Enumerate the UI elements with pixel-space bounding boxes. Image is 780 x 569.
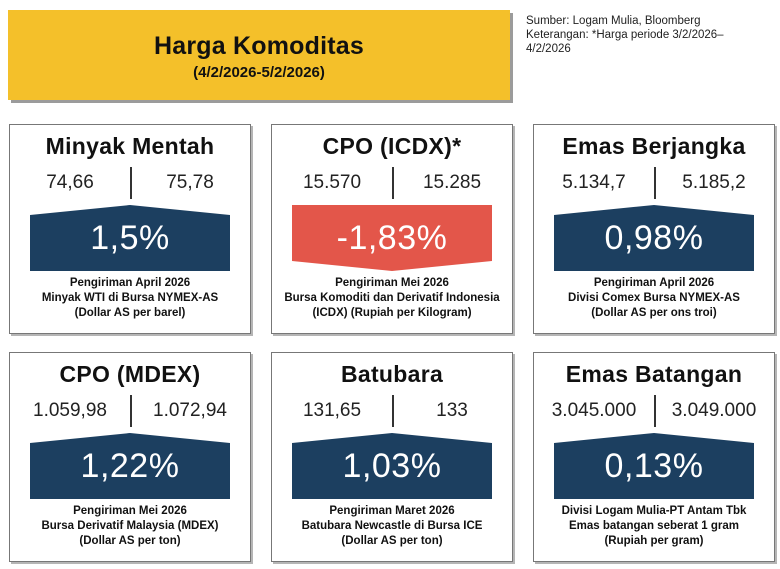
change-arrow-shape — [292, 433, 492, 499]
change-arrow-shape — [30, 205, 230, 271]
source-line: Sumber: Logam Mulia, Bloomberg — [526, 15, 701, 27]
price-divider — [654, 395, 656, 427]
commodity-card-cpo-icdx: CPO (ICDX)* 15.570 15.285 -1,83% Pengiri… — [271, 124, 513, 334]
remark-line: Keterangan: *Harga periode 3/2/2026– — [526, 29, 724, 41]
period-label: (4/2/2026-5/2/2026) — [193, 64, 325, 81]
card-notes: Pengiriman Mei 2026 Bursa Komoditi dan D… — [272, 276, 512, 321]
price-start: 3.045.000 — [551, 400, 637, 421]
card-notes: Divisi Logam Mulia-PT Antam Tbk Emas bat… — [534, 504, 774, 549]
change-badge: 0,13% — [554, 433, 754, 499]
card-title: Emas Berjangka — [562, 133, 746, 159]
note-line-3: (Dollar AS per barel) — [74, 307, 186, 319]
price-divider — [130, 395, 132, 427]
change-percent: 1,22% — [80, 447, 180, 485]
card-title: CPO (MDEX) — [59, 361, 201, 387]
change-percent: 0,98% — [604, 219, 704, 257]
price-divider — [392, 395, 394, 427]
change-badge: 1,22% — [30, 433, 230, 499]
note-line-1: Pengiriman April 2026 — [69, 277, 191, 289]
note-line-2: Batubara Newcastle di Bursa ICE — [301, 520, 483, 532]
change-badge: 1,03% — [292, 433, 492, 499]
price-pair: 15.570 15.285 — [272, 167, 512, 199]
change-arrow-shape — [30, 433, 230, 499]
price-end: 133 — [436, 400, 468, 421]
change-badge: -1,83% — [292, 205, 492, 271]
commodity-card-emas-berjangka: Emas Berjangka 5.134,7 5.185,2 0,98% Pen… — [533, 124, 775, 334]
page-title: Harga Komoditas — [154, 32, 364, 60]
note-line-2: Minyak WTI di Bursa NYMEX-AS — [41, 292, 219, 304]
card-title: Batubara — [340, 361, 444, 387]
card-notes: Pengiriman April 2026 Divisi Comex Bursa… — [534, 276, 774, 321]
note-line-3: (ICDX) (Rupiah per Kilogram) — [312, 307, 472, 319]
note-line-3: (Dollar AS per ton) — [341, 535, 443, 547]
note-line-1: Pengiriman Maret 2026 — [329, 505, 455, 517]
note-line-2: Divisi Comex Bursa NYMEX-AS — [568, 292, 740, 304]
price-pair: 3.045.000 3.049.000 — [534, 395, 774, 427]
price-start: 1.059,98 — [33, 400, 107, 421]
change-arrow-shape — [554, 433, 754, 499]
note-line-2: Bursa Derivatif Malaysia (MDEX) — [41, 520, 219, 532]
change-badge: 1,5% — [30, 205, 230, 271]
change-percent: 1,5% — [90, 219, 170, 257]
commodity-card-batubara: Batubara 131,65 133 1,03% Pengiriman Mar… — [271, 352, 513, 562]
source-note: Sumber: Logam Mulia, Bloomberg Keteranga… — [526, 14, 776, 56]
card-notes: Pengiriman Maret 2026 Batubara Newcastle… — [272, 504, 512, 549]
change-arrow-shape — [554, 205, 754, 271]
card-notes: Pengiriman April 2026 Minyak WTI di Burs… — [10, 276, 250, 321]
commodity-card-minyak-mentah: Minyak Mentah 74,66 75,78 1,5% Pengirima… — [9, 124, 251, 334]
price-end: 75,78 — [166, 172, 214, 193]
price-pair: 1.059,98 1.072,94 — [10, 395, 250, 427]
price-start: 74,66 — [46, 172, 94, 193]
price-divider — [392, 167, 394, 199]
card-notes: Pengiriman Mei 2026 Bursa Derivatif Mala… — [10, 504, 250, 549]
price-divider — [130, 167, 132, 199]
note-line-1: Pengiriman April 2026 — [593, 277, 715, 289]
price-start: 131,65 — [302, 400, 362, 421]
note-line-3: (Dollar AS per ons troi) — [591, 307, 717, 319]
commodity-card-cpo-mdex: CPO (MDEX) 1.059,98 1.072,94 1,22% Pengi… — [9, 352, 251, 562]
price-divider — [654, 167, 656, 199]
card-title: CPO (ICDX)* — [322, 133, 462, 159]
price-pair: 74,66 75,78 — [10, 167, 250, 199]
price-start: 15.570 — [302, 172, 362, 193]
price-end: 1.072,94 — [153, 400, 227, 421]
change-arrow-shape — [292, 205, 492, 271]
price-end: 15.285 — [422, 172, 482, 193]
note-line-1: Pengiriman Mei 2026 — [335, 277, 449, 289]
note-line-3: (Rupiah per gram) — [604, 535, 704, 547]
change-percent: 1,03% — [342, 447, 442, 485]
note-line-1: Divisi Logam Mulia-PT Antam Tbk — [561, 505, 747, 517]
note-line-1: Pengiriman Mei 2026 — [73, 505, 187, 517]
change-percent: 0,13% — [604, 447, 704, 485]
price-end: 3.049.000 — [671, 400, 757, 421]
card-title: Emas Batangan — [565, 361, 743, 387]
commodity-card-emas-batangan: Emas Batangan 3.045.000 3.049.000 0,13% … — [533, 352, 775, 562]
change-percent: -1,83% — [336, 219, 448, 257]
header-banner: Harga Komoditas (4/2/2026-5/2/2026) — [8, 10, 510, 100]
remark-line-cont: 4/2/2026 — [526, 43, 571, 55]
note-line-2: Emas batangan seberat 1 gram — [568, 520, 739, 532]
change-badge: 0,98% — [554, 205, 754, 271]
card-title: Minyak Mentah — [45, 133, 215, 159]
price-pair: 131,65 133 — [272, 395, 512, 427]
price-end: 5.185,2 — [682, 172, 746, 193]
note-line-3: (Dollar AS per ton) — [79, 535, 181, 547]
price-pair: 5.134,7 5.185,2 — [534, 167, 774, 199]
price-start: 5.134,7 — [562, 172, 626, 193]
note-line-2: Bursa Komoditi dan Derivatif Indonesia — [284, 292, 500, 304]
